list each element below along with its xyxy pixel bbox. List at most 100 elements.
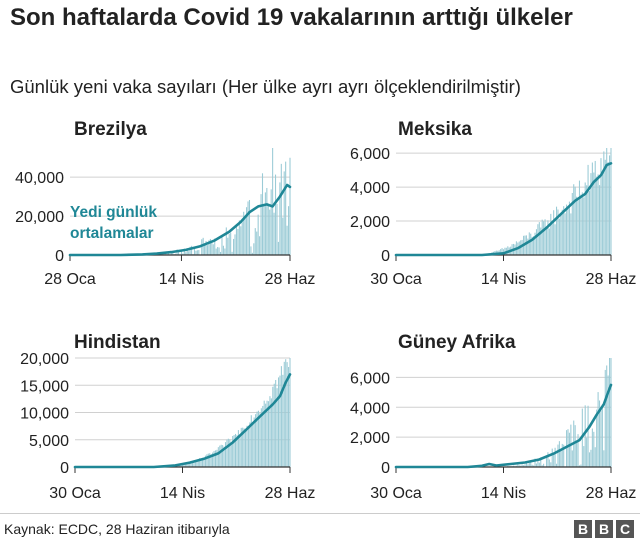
daily-case-bar	[253, 417, 255, 467]
daily-case-bar	[285, 161, 287, 255]
daily-case-bar	[580, 464, 582, 467]
daily-case-bar	[598, 400, 601, 467]
x-tick-label: 14 Nis	[481, 271, 526, 288]
daily-case-bar	[223, 446, 225, 467]
daily-case-bar	[267, 401, 270, 467]
daily-case-bar	[267, 204, 269, 255]
chart-panel-hindistan: 0 5,000 10,000 15,000 20,000 Hindistan 30 Oca 1…	[20, 332, 315, 502]
daily-case-bar	[524, 464, 526, 467]
daily-case-bar	[566, 430, 568, 467]
daily-case-bar	[527, 464, 529, 467]
daily-case-bar	[557, 444, 559, 467]
daily-case-bar	[583, 446, 585, 467]
daily-case-bar	[606, 365, 608, 467]
chart-panel-güney-afrika: 0 2,000 4,000 6,000 Güney Afrika 30 Oca 14 Nis…	[350, 332, 636, 502]
daily-case-bar	[517, 464, 519, 467]
daily-case-bar	[227, 438, 229, 467]
daily-case-bar	[215, 248, 217, 255]
daily-case-bar	[264, 192, 266, 255]
daily-case-bar	[257, 214, 259, 255]
daily-case-bar	[577, 434, 579, 467]
daily-case-bar	[584, 182, 586, 255]
y-tick-label: 0	[55, 248, 64, 265]
daily-case-bar	[261, 173, 264, 255]
daily-case-bar	[555, 206, 558, 255]
daily-case-bar	[530, 462, 532, 467]
x-tick-label: 30 Oca	[49, 485, 101, 502]
daily-case-bar	[259, 413, 261, 467]
daily-case-bar	[277, 377, 280, 467]
daily-case-bar	[266, 187, 268, 255]
daily-case-bar	[272, 386, 274, 467]
daily-case-bar	[249, 422, 251, 467]
daily-case-bar	[197, 459, 199, 467]
daily-case-bar	[207, 453, 209, 467]
daily-case-bar	[270, 189, 272, 255]
daily-case-bar	[219, 251, 222, 255]
daily-case-bar	[199, 458, 201, 467]
daily-case-bar	[521, 239, 523, 255]
daily-case-bar	[250, 415, 252, 467]
small-multiples-charts: 0 20,000 40,000 Brezilya 28 Oca 14 Nis 28 Haz Y…	[15, 119, 637, 502]
daily-case-bar	[547, 452, 549, 467]
daily-case-bar	[541, 219, 543, 255]
daily-case-bar	[520, 465, 522, 467]
daily-case-bar	[590, 449, 592, 467]
daily-case-bar	[206, 245, 209, 255]
daily-case-bar	[598, 185, 601, 255]
daily-case-bar	[180, 250, 182, 255]
daily-case-bar	[172, 253, 174, 255]
daily-case-bar	[525, 462, 527, 467]
daily-case-bar	[567, 429, 569, 467]
daily-case-bar	[185, 252, 187, 255]
daily-case-bar	[194, 460, 196, 467]
daily-case-bar	[252, 422, 254, 467]
daily-case-bar	[259, 236, 261, 255]
daily-case-bar	[236, 435, 238, 467]
daily-case-bar	[233, 238, 235, 255]
daily-case-bar	[523, 465, 525, 467]
daily-case-bar	[280, 366, 282, 467]
daily-case-bar	[191, 245, 193, 255]
x-tick-label: 28 Haz	[586, 271, 637, 288]
daily-case-bar	[276, 388, 278, 467]
x-tick-label: 14 Nis	[160, 485, 205, 502]
daily-case-bar	[588, 452, 591, 467]
daily-case-bar	[545, 229, 548, 255]
daily-case-bar	[270, 398, 272, 467]
daily-case-bar	[193, 460, 195, 467]
daily-case-bar	[237, 229, 239, 255]
panel-title: Meksika	[398, 119, 472, 140]
daily-case-bar	[256, 231, 258, 255]
annotation-label: Yedi günlük	[70, 204, 157, 221]
daily-case-bar	[212, 244, 214, 255]
daily-case-bar	[224, 442, 227, 467]
daily-case-bar	[227, 237, 229, 255]
daily-case-bar	[583, 197, 585, 255]
daily-case-bar	[563, 444, 565, 467]
y-tick-label: 0	[381, 248, 390, 265]
daily-case-bar	[218, 247, 220, 255]
daily-case-bar	[554, 224, 556, 255]
daily-case-bar	[570, 213, 572, 255]
daily-case-bar	[228, 233, 230, 255]
daily-case-bar	[548, 459, 550, 467]
daily-case-bar	[571, 450, 573, 467]
daily-case-bar	[607, 162, 609, 255]
daily-case-bar	[209, 238, 211, 255]
daily-case-bar	[273, 212, 275, 255]
daily-case-bar	[288, 367, 290, 467]
daily-case-bar	[244, 215, 246, 255]
daily-case-bar	[204, 455, 206, 467]
daily-case-bar	[253, 243, 255, 255]
daily-case-bar	[531, 236, 533, 255]
x-tick-label: 14 Nis	[481, 485, 526, 502]
daily-case-bar	[229, 439, 231, 467]
daily-case-bar	[551, 224, 553, 255]
daily-case-bar	[183, 248, 185, 255]
y-tick-label: 20,000	[15, 209, 64, 226]
daily-case-bar	[180, 464, 182, 467]
daily-case-bar	[286, 225, 288, 255]
x-tick-label: 28 Haz	[265, 485, 316, 502]
panel-title: Brezilya	[74, 119, 147, 140]
